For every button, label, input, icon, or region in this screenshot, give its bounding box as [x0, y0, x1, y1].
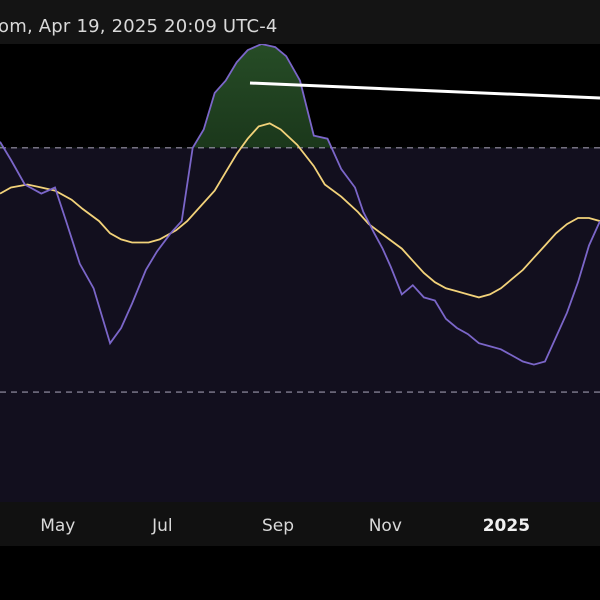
chart-header: om, Apr 19, 2025 20:09 UTC-4: [0, 0, 600, 44]
rsi-line: [0, 43, 600, 366]
source-timestamp: om, Apr 19, 2025 20:09 UTC-4: [0, 16, 278, 37]
x-tick-label: Nov: [368, 516, 402, 536]
x-axis: May Jul Sep Nov 2025: [0, 502, 600, 546]
overbought-area: [0, 44, 600, 148]
x-tick-label: Jul: [152, 516, 173, 536]
rsi-chart[interactable]: [0, 43, 600, 502]
moving-average-line: [0, 122, 600, 299]
chart-svg[interactable]: [0, 43, 600, 502]
bottom-bar: [0, 546, 600, 600]
rsi-band: [0, 147, 600, 502]
x-tick-label: Sep: [261, 516, 295, 536]
trendline[interactable]: [249, 81, 600, 100]
x-tick-label: 2025: [482, 516, 531, 536]
x-tick-label: May: [40, 516, 76, 536]
